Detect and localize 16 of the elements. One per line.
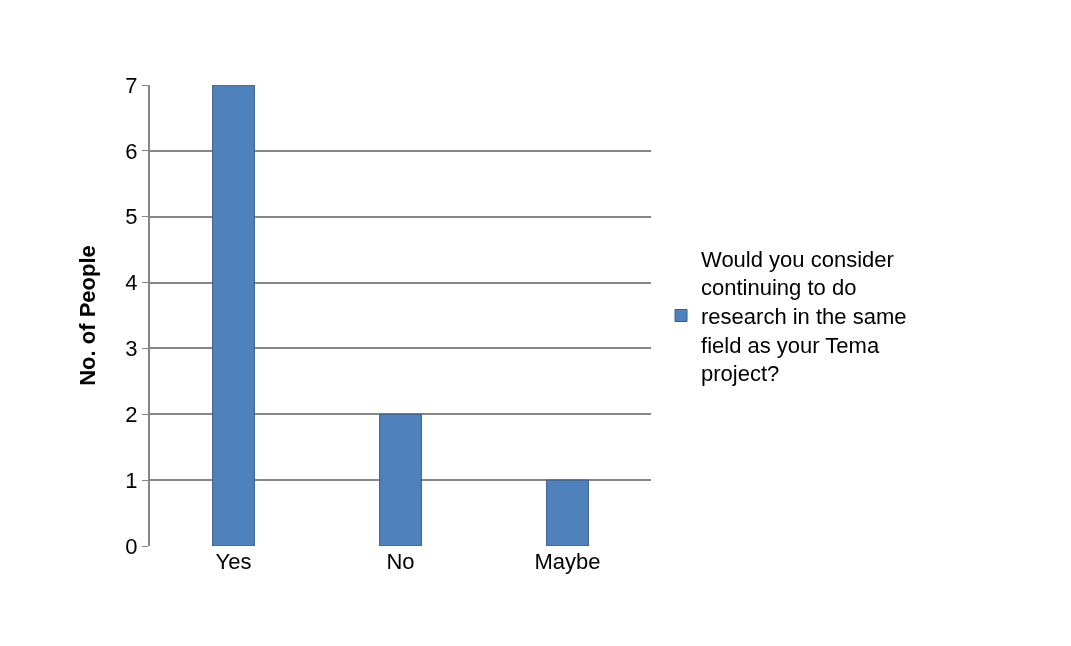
y-tick-label: 2 [125,401,138,427]
bar [379,413,422,546]
y-tick-label: 5 [125,204,138,230]
bar [212,85,255,546]
y-tick-label: 4 [125,270,138,296]
y-tick-label: 3 [125,336,138,362]
y-tick-label: 6 [125,138,138,164]
legend-label: Would you consider continuing to do research in the same field as your Tema project? [701,246,907,387]
x-tick-label: No [386,549,415,574]
x-tick-label: Yes [215,549,252,574]
bar [546,479,589,546]
x-tick-label: Maybe [534,549,601,574]
y-axis-title: No. of People [75,245,100,386]
y-tick-label: 0 [125,533,138,559]
y-tick-label: 1 [125,467,138,493]
y-tick-label: 7 [125,72,138,98]
